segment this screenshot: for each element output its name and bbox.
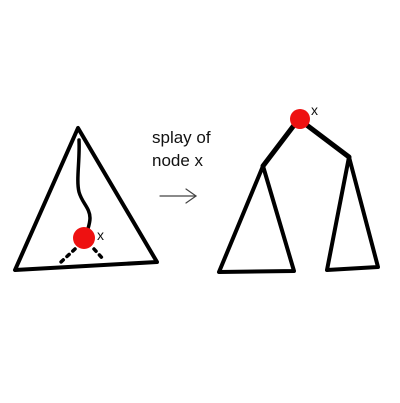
caption-line-1: splay of — [152, 128, 211, 147]
before-tree — [13, 126, 159, 272]
right-subtree-triangle — [325, 155, 380, 272]
caption: splay of node x — [152, 126, 211, 172]
node-x-after — [290, 109, 310, 129]
caption-line-2: node x — [152, 151, 204, 170]
dotted-children-left — [59, 247, 77, 264]
node-x-label-after: x — [311, 102, 318, 118]
after-tree — [217, 109, 380, 274]
dotted-children-right — [92, 247, 106, 262]
node-x-label-before: x — [97, 227, 104, 243]
edge-root-right — [297, 117, 352, 160]
left-subtree-triangle — [217, 164, 296, 274]
access-path — [76, 138, 92, 238]
arrow-icon — [159, 188, 198, 204]
edge-root-left — [260, 117, 301, 169]
node-x-before — [73, 227, 95, 249]
before-tree-triangle — [13, 126, 159, 272]
